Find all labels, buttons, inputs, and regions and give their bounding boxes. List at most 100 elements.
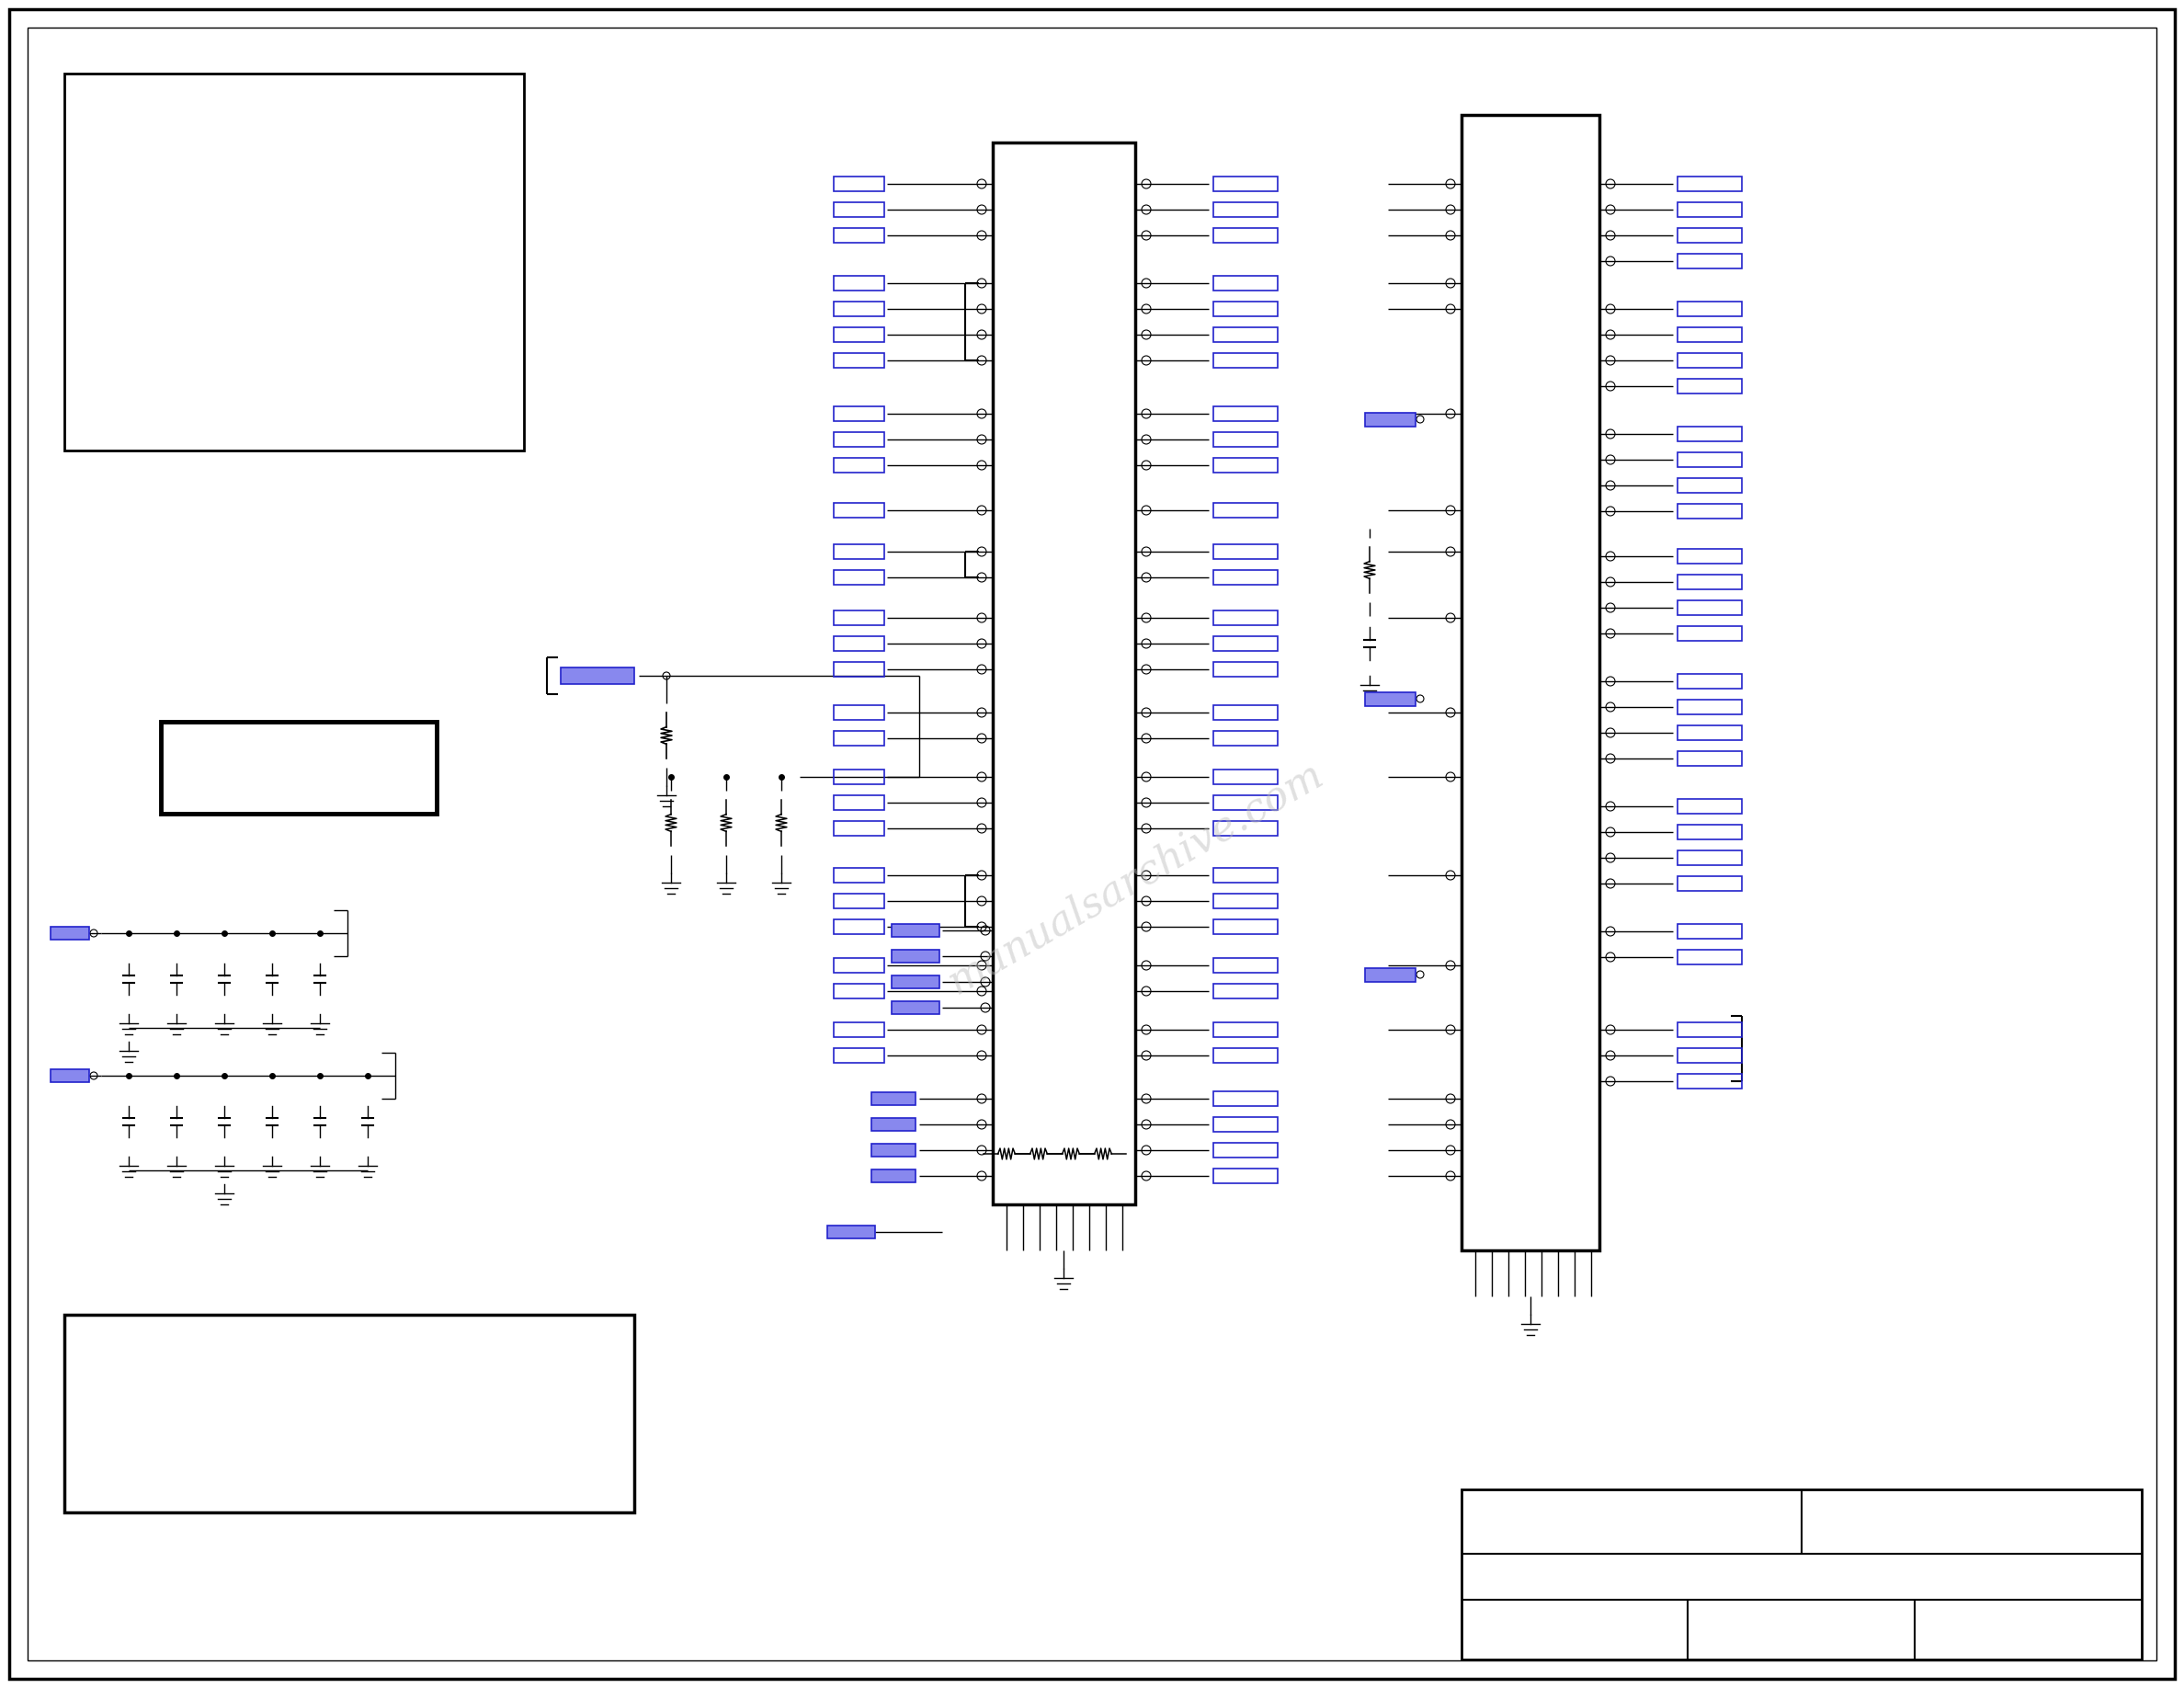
Bar bbox=[1214, 302, 1278, 316]
Bar bbox=[1214, 920, 1278, 933]
Bar bbox=[871, 1144, 915, 1156]
Bar bbox=[834, 544, 885, 559]
Bar bbox=[1214, 457, 1278, 473]
Bar bbox=[1214, 407, 1278, 420]
Bar bbox=[1365, 692, 1415, 706]
Bar bbox=[891, 923, 939, 937]
Bar bbox=[1677, 503, 1743, 518]
Text: manualsarchive.com: manualsarchive.com bbox=[941, 755, 1330, 1001]
Bar bbox=[834, 571, 885, 584]
Bar bbox=[891, 950, 939, 962]
Bar bbox=[1461, 115, 1599, 1251]
Bar bbox=[1677, 876, 1743, 891]
Bar bbox=[1677, 327, 1743, 343]
Bar bbox=[162, 722, 437, 814]
Bar bbox=[1677, 950, 1743, 964]
Bar bbox=[63, 74, 524, 451]
Bar bbox=[1677, 751, 1743, 766]
Bar bbox=[1214, 820, 1278, 836]
Bar bbox=[1214, 503, 1278, 518]
Bar bbox=[1677, 302, 1743, 316]
Bar bbox=[1365, 969, 1415, 982]
Bar bbox=[834, 795, 885, 810]
Bar bbox=[834, 432, 885, 447]
Bar bbox=[1677, 549, 1743, 564]
Bar bbox=[834, 203, 885, 218]
Bar bbox=[1365, 414, 1415, 427]
Bar bbox=[834, 353, 885, 368]
Bar bbox=[63, 1315, 633, 1512]
Bar bbox=[834, 611, 885, 625]
Bar bbox=[1461, 1489, 2143, 1659]
Bar bbox=[1214, 984, 1278, 999]
Bar bbox=[561, 667, 633, 684]
Bar bbox=[1677, 726, 1743, 739]
Bar bbox=[834, 407, 885, 420]
Bar bbox=[1214, 353, 1278, 368]
Bar bbox=[50, 1069, 90, 1082]
Bar bbox=[1214, 636, 1278, 652]
Bar bbox=[1214, 228, 1278, 243]
Bar bbox=[1677, 1023, 1743, 1036]
Bar bbox=[50, 927, 90, 940]
Bar bbox=[1214, 1092, 1278, 1106]
Bar bbox=[1214, 795, 1278, 810]
Bar bbox=[834, 457, 885, 473]
Bar bbox=[1677, 228, 1743, 243]
Bar bbox=[828, 1225, 876, 1239]
Bar bbox=[1677, 674, 1743, 689]
Bar bbox=[1214, 275, 1278, 290]
Bar bbox=[834, 706, 885, 719]
Bar bbox=[1214, 959, 1278, 972]
Bar bbox=[891, 1001, 939, 1014]
Bar bbox=[1214, 432, 1278, 447]
Bar bbox=[1677, 574, 1743, 589]
Bar bbox=[871, 1092, 915, 1106]
Bar bbox=[834, 327, 885, 343]
Bar bbox=[1214, 1117, 1278, 1131]
Bar bbox=[834, 662, 885, 677]
Bar bbox=[834, 731, 885, 746]
Bar bbox=[1214, 203, 1278, 218]
Bar bbox=[1677, 378, 1743, 393]
Bar bbox=[871, 1117, 915, 1131]
Bar bbox=[834, 275, 885, 290]
Bar bbox=[1214, 177, 1278, 191]
Bar bbox=[1214, 571, 1278, 584]
Bar bbox=[1677, 478, 1743, 493]
Bar bbox=[1214, 731, 1278, 746]
Bar bbox=[834, 820, 885, 836]
Bar bbox=[1214, 770, 1278, 785]
Bar bbox=[834, 177, 885, 191]
Bar bbox=[834, 920, 885, 933]
Bar bbox=[994, 142, 1136, 1205]
Bar bbox=[834, 228, 885, 243]
Bar bbox=[1677, 923, 1743, 939]
Bar bbox=[1214, 662, 1278, 677]
Bar bbox=[834, 1048, 885, 1063]
Bar bbox=[1214, 1143, 1278, 1158]
Bar bbox=[1677, 1074, 1743, 1089]
Bar bbox=[834, 636, 885, 652]
Bar bbox=[1214, 1023, 1278, 1036]
Bar bbox=[1677, 626, 1743, 641]
Bar bbox=[1677, 203, 1743, 218]
Bar bbox=[834, 1023, 885, 1036]
Bar bbox=[1677, 452, 1743, 468]
Bar bbox=[1677, 253, 1743, 268]
Bar bbox=[834, 893, 885, 908]
Bar bbox=[1677, 825, 1743, 839]
Bar bbox=[1214, 893, 1278, 908]
Bar bbox=[1677, 851, 1743, 866]
Bar bbox=[834, 770, 885, 785]
Bar bbox=[1677, 699, 1743, 714]
Bar bbox=[1214, 706, 1278, 719]
Bar bbox=[871, 1170, 915, 1182]
Bar bbox=[834, 868, 885, 883]
Bar bbox=[834, 302, 885, 316]
Bar bbox=[891, 976, 939, 989]
Bar bbox=[1214, 327, 1278, 343]
Bar bbox=[1214, 611, 1278, 625]
Bar bbox=[834, 503, 885, 518]
Bar bbox=[834, 959, 885, 972]
